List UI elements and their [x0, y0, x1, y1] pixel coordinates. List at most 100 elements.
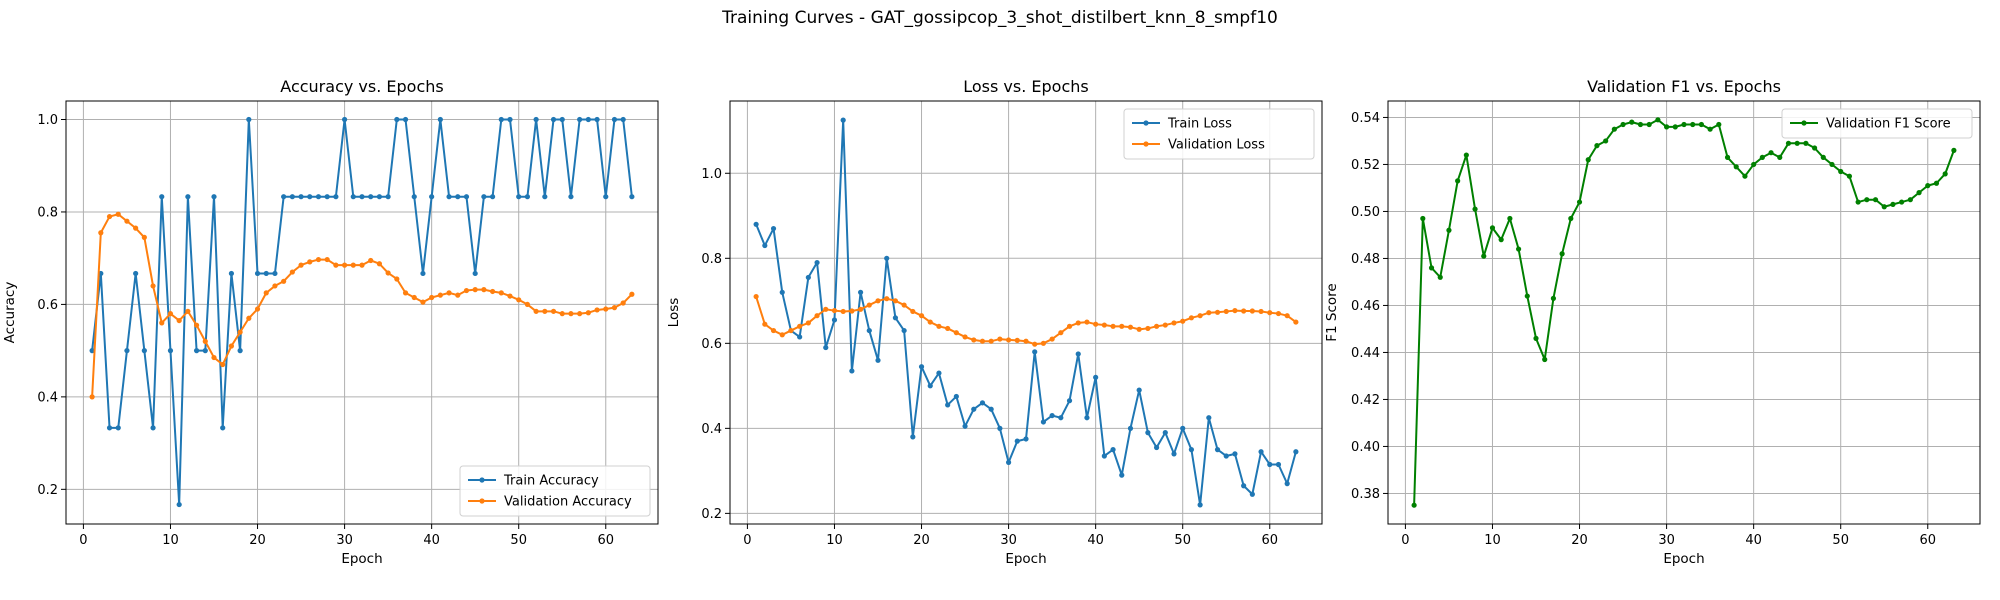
data-point [106, 425, 113, 431]
data-point [550, 308, 557, 314]
data-point [385, 270, 391, 276]
data-point [281, 278, 287, 284]
data-point [481, 194, 487, 200]
data-point [629, 194, 635, 200]
data-point [472, 270, 478, 277]
data-point [185, 308, 191, 314]
data-point [437, 116, 443, 123]
legend-swatch-marker [479, 498, 485, 504]
data-point [550, 116, 557, 123]
data-point [298, 194, 304, 200]
y-tick-label: 0.2 [37, 483, 58, 498]
data-point [437, 292, 443, 298]
x-axis-label: Epoch [341, 551, 382, 567]
data-point [394, 276, 400, 282]
x-tick-label: 30 [336, 533, 353, 548]
data-point [394, 116, 400, 123]
data-point [150, 283, 156, 289]
data-point [420, 299, 426, 305]
data-point [446, 194, 452, 200]
data-point [568, 311, 574, 317]
data-point [211, 194, 217, 200]
data-point [620, 116, 626, 123]
x-tick-label: 50 [510, 533, 527, 548]
data-point [115, 425, 121, 431]
data-point [324, 194, 330, 200]
data-point [429, 294, 435, 301]
data-point [585, 116, 591, 123]
data-point [289, 194, 295, 200]
data-point [533, 308, 539, 314]
data-point [141, 348, 147, 354]
data-point [489, 288, 496, 295]
data-point [341, 116, 348, 123]
legend-label: Validation Accuracy [504, 495, 632, 510]
y-tick-label: 0.6 [37, 298, 58, 313]
x-tick-label: 20 [249, 533, 266, 548]
data-point [220, 425, 226, 431]
data-point [272, 270, 278, 277]
data-point [489, 194, 496, 200]
data-point [376, 194, 383, 200]
y-tick-label: 0.8 [37, 205, 58, 220]
data-point [159, 194, 165, 200]
data-point [594, 116, 600, 123]
data-point [603, 306, 609, 312]
data-point [568, 194, 574, 200]
data-point [315, 256, 322, 263]
data-point [115, 211, 121, 217]
data-point [185, 194, 191, 200]
data-point [341, 262, 348, 268]
data-point [559, 116, 565, 123]
data-point [350, 262, 356, 268]
x-tick-label: 10 [162, 533, 179, 548]
data-point [402, 116, 409, 123]
data-point [463, 194, 470, 200]
y-tick-label: 1.0 [37, 113, 58, 128]
data-point [193, 322, 200, 328]
data-point [402, 290, 409, 296]
data-point [620, 300, 626, 306]
data-point [193, 348, 200, 354]
data-point [307, 194, 313, 200]
data-point [141, 234, 147, 240]
data-point [228, 270, 235, 277]
legend-label: Train Accuracy [503, 474, 599, 489]
data-point [176, 501, 182, 508]
data-point [533, 116, 539, 123]
series-line [91, 213, 633, 397]
data-point [98, 230, 104, 236]
data-point [333, 262, 339, 268]
chart-title: Accuracy vs. Epochs [280, 77, 443, 96]
figure-suptitle: Training Curves - GAT_gossipcop_3_shot_d… [722, 8, 1278, 28]
data-point [333, 194, 339, 200]
x-tick-label: 40 [423, 533, 440, 548]
data-point [585, 310, 591, 316]
data-point [272, 283, 278, 289]
data-point [463, 287, 470, 294]
data-point [176, 317, 182, 324]
data-point [237, 348, 243, 354]
data-point [507, 293, 513, 299]
data-point [498, 116, 504, 123]
data-point [472, 287, 478, 293]
y-axis-label: Accuracy [2, 282, 18, 344]
data-point [133, 225, 139, 231]
data-point [106, 213, 113, 220]
data-point [220, 361, 226, 368]
data-point [559, 311, 565, 317]
data-point [368, 257, 374, 264]
data-point [507, 116, 513, 123]
data-point [281, 194, 287, 200]
data-point [254, 270, 261, 277]
data-point [629, 291, 635, 297]
data-point [385, 194, 391, 200]
data-point [202, 348, 208, 354]
data-point [611, 116, 618, 123]
data-point [159, 320, 165, 326]
data-point [167, 348, 174, 354]
data-point [89, 348, 95, 354]
data-point [124, 218, 130, 224]
data-point [429, 194, 435, 200]
